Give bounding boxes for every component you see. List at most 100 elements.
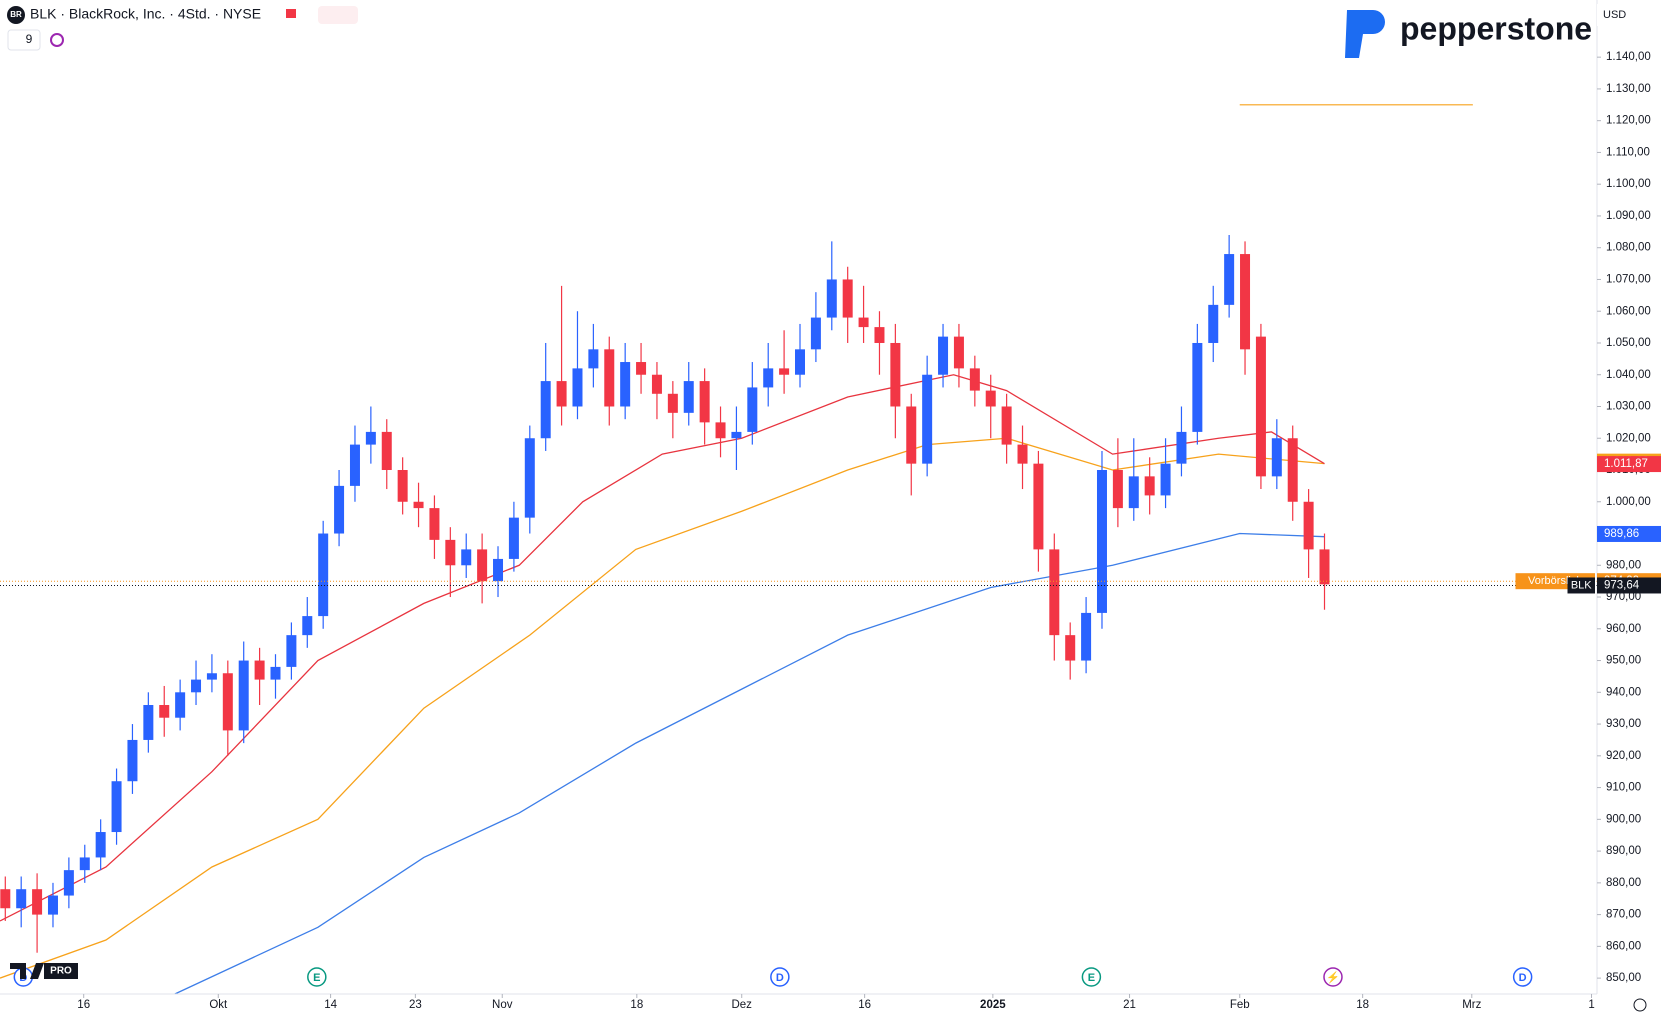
y-tick-label: 1.050,00: [1606, 337, 1651, 349]
candle-body: [302, 616, 313, 636]
candle-body: [127, 739, 138, 782]
candle-body: [206, 673, 217, 680]
candle-body: [524, 438, 535, 518]
candle-body: [1065, 635, 1076, 661]
status-badge[interactable]: [318, 6, 358, 24]
candle-body: [572, 368, 583, 407]
y-tick-label: 940,00: [1606, 686, 1641, 698]
x-tick-label: Feb: [1230, 999, 1250, 1011]
symbol-icon: [7, 6, 25, 24]
candle-body: [985, 390, 996, 407]
y-tick-label: 930,00: [1606, 718, 1641, 730]
candle-body: [1160, 463, 1171, 496]
x-tick-label: 1: [1588, 999, 1594, 1011]
brand-logo: [1345, 10, 1385, 58]
candle-body: [334, 485, 345, 534]
y-tick-label: 860,00: [1606, 940, 1641, 952]
y-tick-label: 1.000,00: [1606, 496, 1651, 508]
candle-body: [715, 422, 726, 439]
x-tick-label: 21: [1123, 999, 1136, 1011]
candle-body: [604, 349, 615, 407]
event-label: D: [776, 972, 784, 984]
x-tick-label: 16: [77, 999, 90, 1011]
candle-body: [159, 705, 170, 718]
event-marker: [307, 967, 327, 987]
candle-body: [540, 381, 551, 439]
flag-icon: [286, 9, 296, 18]
candle-body: [747, 387, 758, 432]
moving-average: [0, 437, 1325, 979]
candle-body: [588, 349, 599, 369]
event-label: D: [1519, 972, 1527, 984]
candle-body: [254, 660, 265, 680]
currency[interactable]: USD: [1603, 9, 1626, 21]
candle-body: [16, 889, 27, 909]
price-label-box: [1597, 525, 1661, 542]
y-tick-label: 1.120,00: [1606, 115, 1651, 127]
candle-body: [667, 393, 678, 413]
candle-body: [842, 279, 853, 318]
moving-average: [174, 532, 1325, 995]
candle-body: [1017, 444, 1028, 464]
indicator-toggle[interactable]: [7, 29, 41, 51]
candle-body: [1319, 549, 1330, 585]
symbol-icon-text: BR: [10, 10, 22, 19]
candle-body: [922, 374, 933, 464]
candle-body: [493, 558, 504, 582]
price-name: BLK: [1571, 579, 1592, 591]
candle-body: [508, 517, 519, 559]
candle-body: [79, 857, 90, 871]
candle-body: [953, 336, 964, 369]
currency-button[interactable]: [1597, 4, 1657, 26]
y-tick-label: 1.140,00: [1606, 51, 1651, 63]
candle-body: [826, 279, 837, 318]
price-axis: [1597, 0, 1661, 1018]
candle-body: [47, 895, 58, 915]
event-marker: [1081, 967, 1102, 987]
candle-body: [795, 349, 805, 375]
candle-body: [349, 444, 360, 486]
y-tick-label: 920,00: [1606, 750, 1641, 762]
candle-body: [683, 381, 694, 413]
candle-body: [477, 549, 488, 582]
x-tick-label: Okt: [209, 999, 228, 1011]
candle-body: [381, 431, 392, 471]
candle-body: [938, 336, 949, 375]
candle-body: [1081, 612, 1092, 661]
candle-body: [222, 673, 233, 731]
candle-body: [1112, 470, 1123, 509]
candle-body: [1224, 254, 1235, 305]
candle-body: [620, 362, 631, 407]
candle-body: [1240, 254, 1251, 350]
candle-body: [461, 549, 472, 566]
y-tick-label: 850,00: [1606, 972, 1641, 984]
event-marker: [1512, 967, 1533, 987]
y-tick-label: 900,00: [1606, 813, 1641, 825]
candle-body: [1255, 336, 1266, 477]
candle-body: [63, 870, 74, 896]
candle-body: [413, 501, 424, 509]
candle-body: [270, 666, 281, 680]
y-tick-label: 1.020,00: [1606, 432, 1651, 444]
candle-body: [763, 368, 774, 388]
candle-body: [0, 889, 11, 909]
y-tick-label: 1.130,00: [1606, 83, 1651, 95]
x-tick-label: Mrz: [1462, 999, 1481, 1011]
candle-body: [1192, 342, 1203, 432]
candle-body: [1303, 501, 1314, 550]
candle-body: [874, 327, 885, 343]
event-label: ⚡: [1326, 971, 1340, 984]
sync-icon[interactable]: [50, 33, 64, 47]
brand-name: pepperstone: [1400, 10, 1592, 46]
candle-body: [1001, 406, 1012, 445]
candle-body: [969, 368, 980, 391]
y-tick-label: 1.060,00: [1606, 305, 1651, 317]
candle-body: [810, 317, 821, 350]
candle-body: [32, 889, 43, 915]
symbol-title[interactable]: BLK · BlackRock, Inc. · 4Std. · NYSE: [30, 6, 261, 22]
settings-icon[interactable]: [1633, 998, 1647, 1012]
price-label: 1.011,87: [1604, 458, 1648, 470]
y-tick-label: 1.100,00: [1606, 178, 1651, 190]
